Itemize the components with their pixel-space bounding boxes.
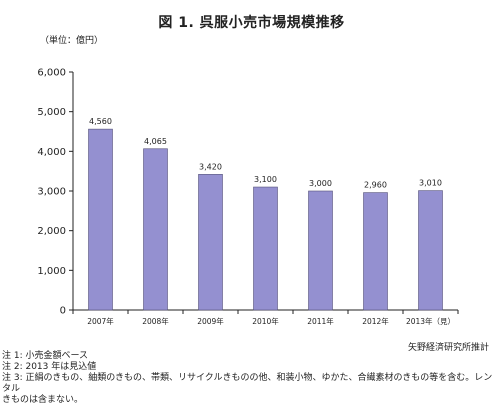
x-tick-label: 2007年: [87, 316, 114, 326]
data-label: 3,000: [309, 179, 332, 188]
source-credit: 矢野経済研究所推計: [407, 343, 489, 353]
chart-title: 図 1. 呉服小売市場規模推移: [158, 15, 345, 31]
notes: 注 1: 小売金額ベース 注 2: 2013 年は見込値 注 3: 正絹のきもの…: [2, 351, 500, 406]
x-tick-label: 2011年: [307, 316, 334, 326]
y-tick-label: 0: [60, 306, 66, 317]
bar: [143, 148, 168, 311]
y-tick-label: 4,000: [37, 147, 66, 158]
note-2: 注 2: 2013 年は見込値: [2, 362, 97, 372]
data-label: 2,960: [364, 181, 387, 190]
bar: [253, 186, 278, 311]
labels: 0 1,000 2,000 3,000 4,000 5,000 6,000 4,560 2007…: [37, 68, 455, 327]
note-1: 注 1: 小売金額ベース: [2, 351, 89, 361]
y-tick-label: 6,000: [37, 68, 66, 79]
y-tick-label: 1,000: [37, 266, 66, 277]
data-label: 3,420: [199, 162, 222, 171]
bar: [363, 192, 388, 311]
data-label: 4,560: [89, 117, 112, 126]
data-label: 3,010: [419, 179, 442, 188]
x-tick-label: 2013年（見）: [406, 316, 455, 326]
data-label: 4,065: [144, 137, 167, 146]
bar: [308, 190, 333, 311]
bar: [198, 174, 223, 311]
y-tick-label: 3,000: [37, 187, 66, 198]
note-3: 注 3: 正絹のきもの、紬類のきもの、帯類、リサイクルきものの他、和装小物、ゆか…: [2, 373, 493, 394]
y-tick-label: 2,000: [37, 226, 66, 237]
data-label: 3,100: [254, 175, 277, 184]
bar: [418, 190, 443, 311]
bars: [88, 128, 443, 311]
x-tick-label: 2008年: [142, 316, 169, 326]
x-tick-label: 2010年: [252, 316, 279, 326]
x-tick-label: 2009年: [197, 316, 224, 326]
x-tick-label: 2012年: [362, 316, 389, 326]
y-tick-label: 5,000: [37, 107, 66, 118]
bar: [88, 128, 113, 311]
note-3-continued: きものは含まない。: [2, 395, 84, 405]
unit-label: （単位：億円）: [40, 36, 104, 46]
